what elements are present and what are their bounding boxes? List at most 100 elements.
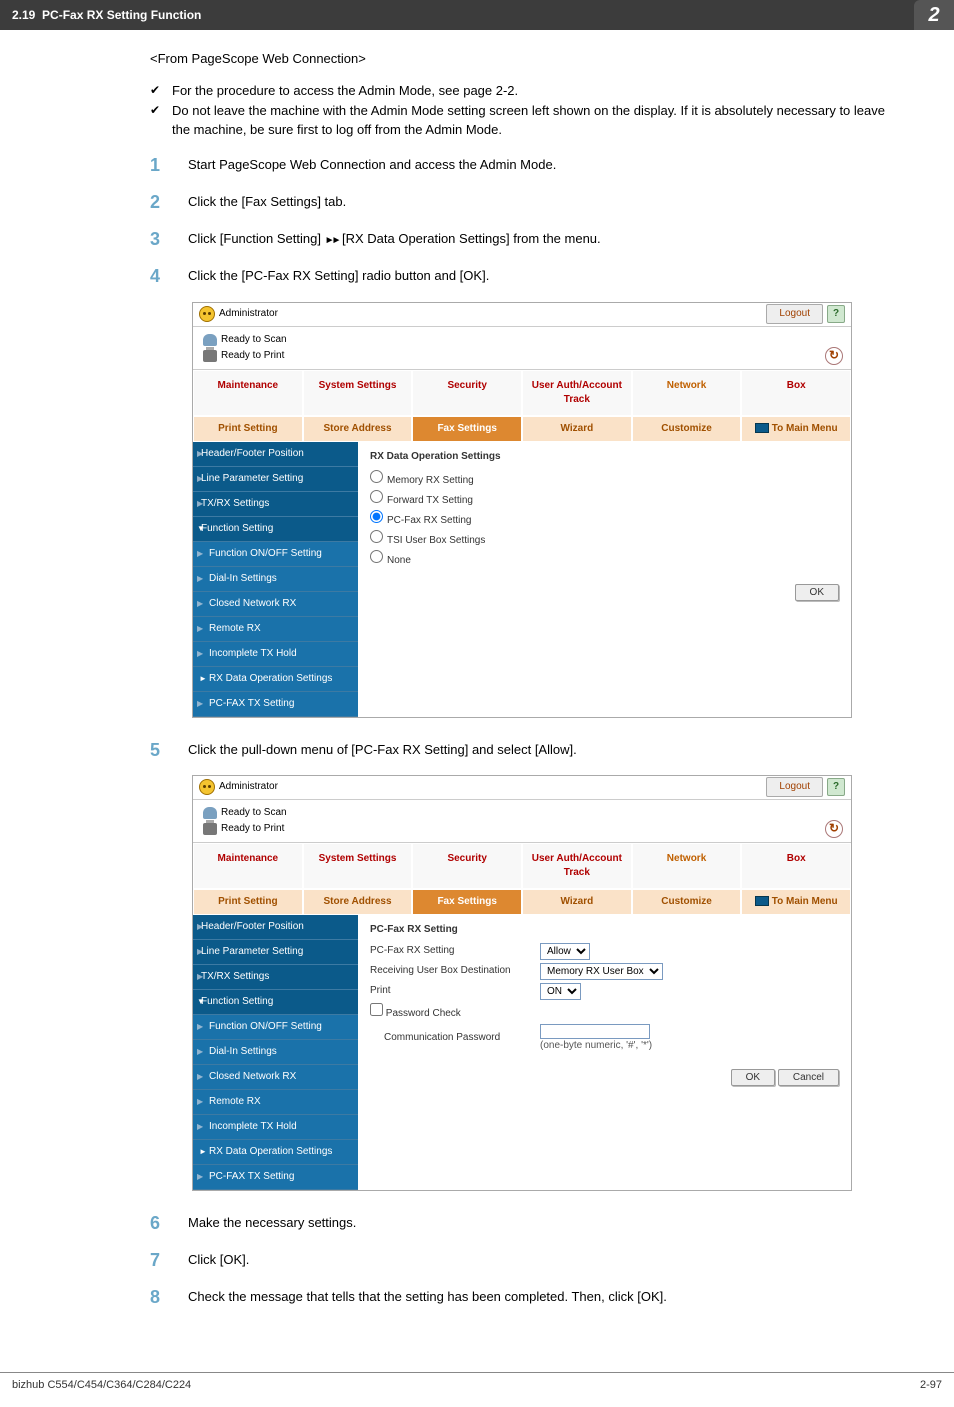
comm-password-input[interactable] (540, 1024, 650, 1039)
main-panel: RX Data Operation Settings Memory RX Set… (358, 442, 851, 717)
sidebar-subitem[interactable]: Incomplete TX Hold (193, 1115, 358, 1140)
radio-option[interactable]: TSI User Box Settings (370, 530, 839, 548)
step-text: Click [Function Setting] ►► [RX Data Ope… (188, 227, 601, 252)
tab-user-auth[interactable]: User Auth/Account Track (522, 843, 632, 889)
admin-face-icon (199, 779, 215, 795)
tab-network[interactable]: Network (632, 843, 742, 889)
chapter-badge: 2 (914, 0, 954, 30)
refresh-icon[interactable]: ↻ (825, 820, 843, 838)
sidebar-subitem-active[interactable]: RX Data Operation Settings (193, 1140, 358, 1165)
pcfax-rx-select[interactable]: Allow (540, 943, 590, 960)
subtab-customize[interactable]: Customize (632, 416, 742, 442)
refresh-icon[interactable]: ↻ (825, 347, 843, 365)
logout-button[interactable]: Logout (766, 777, 823, 797)
step-text: Click the [Fax Settings] tab. (188, 190, 346, 215)
tab-maintenance[interactable]: Maintenance (193, 843, 303, 889)
hint-text: (one-byte numeric, '#', '*') (540, 1039, 839, 1053)
radio-option[interactable]: PC-Fax RX Setting (370, 510, 839, 528)
step-5: 5 Click the pull-down menu of [PC-Fax RX… (150, 738, 894, 763)
subtab-fax-settings[interactable]: Fax Settings (412, 416, 522, 442)
settings-form: PC-Fax RX Setting Allow Receiving User B… (370, 943, 839, 1053)
help-button[interactable]: ? (827, 305, 845, 323)
admin-label: Administrator (219, 780, 762, 794)
step-number: 6 (150, 1211, 170, 1236)
sidebar-subitem[interactable]: Function ON/OFF Setting (193, 542, 358, 567)
step-text: Click [OK]. (188, 1248, 249, 1273)
print-select[interactable]: ON (540, 983, 581, 1000)
admin-title-bar: Administrator Logout ? (193, 776, 851, 800)
sidebar-item[interactable]: Line Parameter Setting (193, 940, 358, 965)
step-1: 1 Start PageScope Web Connection and acc… (150, 153, 894, 178)
printer-icon (203, 823, 217, 835)
ok-button[interactable]: OK (731, 1069, 775, 1086)
tab-box[interactable]: Box (741, 370, 851, 416)
sidebar-item[interactable]: Header/Footer Position (193, 915, 358, 940)
status-bar: Ready to Scan Ready to Print ↻ (193, 800, 851, 843)
userbox-dest-select[interactable]: Memory RX User Box (540, 963, 663, 980)
subtab-customize[interactable]: Customize (632, 889, 742, 915)
subtab-fax-settings[interactable]: Fax Settings (412, 889, 522, 915)
subtab-wizard[interactable]: Wizard (522, 416, 632, 442)
logout-button[interactable]: Logout (766, 304, 823, 324)
tab-network[interactable]: Network (632, 370, 742, 416)
scanner-icon (203, 334, 217, 346)
sub-heading: <From PageScope Web Connection> (150, 50, 894, 68)
page-footer: bizhub C554/C454/C364/C284/C224 2-97 (0, 1372, 954, 1407)
scanner-icon (203, 807, 217, 819)
sidebar-item-function-setting[interactable]: Function Setting (193, 517, 358, 542)
step-number: 4 (150, 264, 170, 289)
sidebar-subitem-active[interactable]: RX Data Operation Settings (193, 667, 358, 692)
cancel-button[interactable]: Cancel (778, 1069, 839, 1086)
subtab-to-main-menu[interactable]: To Main Menu (741, 889, 851, 915)
tab-system-settings[interactable]: System Settings (303, 843, 413, 889)
form-label: Receiving User Box Destination (370, 964, 540, 978)
sidebar-item-function-setting[interactable]: Function Setting (193, 990, 358, 1015)
subtab-wizard[interactable]: Wizard (522, 889, 632, 915)
sidebar-subitem[interactable]: Incomplete TX Hold (193, 642, 358, 667)
sidebar-subitem[interactable]: Dial-In Settings (193, 1040, 358, 1065)
help-button[interactable]: ? (827, 778, 845, 796)
step-8: 8 Check the message that tells that the … (150, 1285, 894, 1310)
side-nav: Header/Footer Position Line Parameter Se… (193, 915, 358, 1190)
subtab-store-address[interactable]: Store Address (303, 416, 413, 442)
page-body: <From PageScope Web Connection> For the … (0, 30, 954, 1332)
sidebar-subitem[interactable]: Closed Network RX (193, 592, 358, 617)
subtab-print-setting[interactable]: Print Setting (193, 416, 303, 442)
sidebar-subitem[interactable]: Remote RX (193, 1090, 358, 1115)
password-check-checkbox[interactable] (370, 1003, 383, 1016)
sidebar-item[interactable]: TX/RX Settings (193, 492, 358, 517)
radio-option[interactable]: Memory RX Setting (370, 470, 839, 488)
radio-option[interactable]: None (370, 550, 839, 568)
subtab-store-address[interactable]: Store Address (303, 889, 413, 915)
tab-box[interactable]: Box (741, 843, 851, 889)
status-print: Ready to Print (221, 822, 284, 836)
screenshot-rx-settings: Administrator Logout ? Ready to Scan Rea… (192, 302, 852, 718)
sidebar-subitem[interactable]: PC-FAX TX Setting (193, 1165, 358, 1190)
screenshot-pcfax-setting: Administrator Logout ? Ready to Scan Rea… (192, 775, 852, 1191)
step-text: Click the [PC-Fax RX Setting] radio butt… (188, 264, 489, 289)
sidebar-subitem[interactable]: PC-FAX TX Setting (193, 692, 358, 717)
sidebar-item[interactable]: TX/RX Settings (193, 965, 358, 990)
subtab-to-main-menu[interactable]: To Main Menu (741, 416, 851, 442)
status-scan: Ready to Scan (221, 806, 287, 820)
sidebar-subitem[interactable]: Dial-In Settings (193, 567, 358, 592)
subtab-print-setting[interactable]: Print Setting (193, 889, 303, 915)
sidebar-item[interactable]: Header/Footer Position (193, 442, 358, 467)
sidebar-subitem[interactable]: Remote RX (193, 617, 358, 642)
status-bar: Ready to Scan Ready to Print ↻ (193, 327, 851, 370)
radio-option[interactable]: Forward TX Setting (370, 490, 839, 508)
sidebar-subitem[interactable]: Function ON/OFF Setting (193, 1015, 358, 1040)
sidebar-item[interactable]: Line Parameter Setting (193, 467, 358, 492)
sidebar-subitem[interactable]: Closed Network RX (193, 1065, 358, 1090)
step-number: 1 (150, 153, 170, 178)
step-number: 2 (150, 190, 170, 215)
tab-security[interactable]: Security (412, 370, 522, 416)
admin-face-icon (199, 306, 215, 322)
tab-maintenance[interactable]: Maintenance (193, 370, 303, 416)
tab-security[interactable]: Security (412, 843, 522, 889)
admin-title-bar: Administrator Logout ? (193, 303, 851, 327)
tab-user-auth[interactable]: User Auth/Account Track (522, 370, 632, 416)
printer-icon (203, 350, 217, 362)
ok-button[interactable]: OK (795, 584, 839, 601)
tab-system-settings[interactable]: System Settings (303, 370, 413, 416)
